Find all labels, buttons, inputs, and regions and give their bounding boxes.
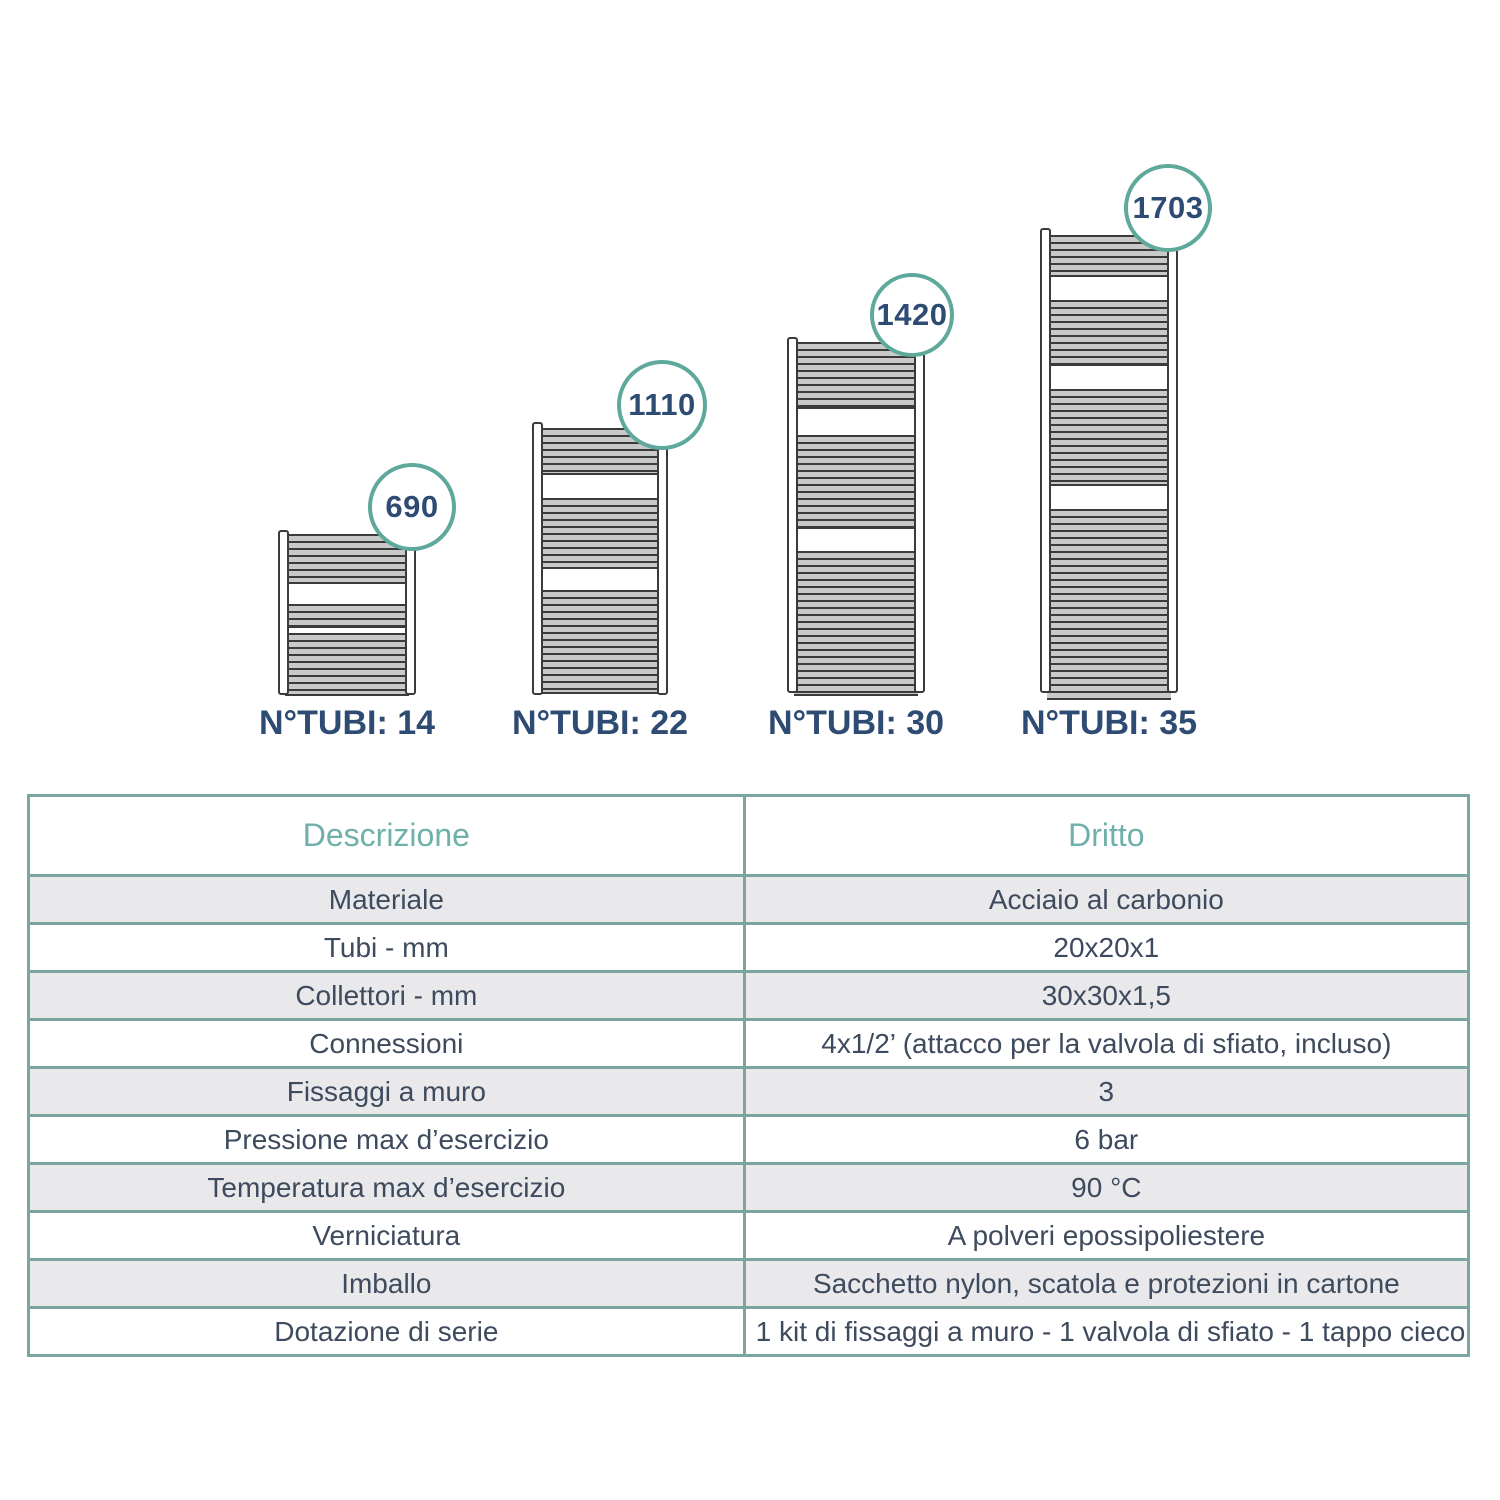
spec-row-dotazione: Dotazione di serie 1 kit di fissaggi a m…: [27, 1306, 1471, 1357]
tube-gap: [794, 409, 918, 435]
spec-label-cell: Tubi - mm: [27, 922, 746, 973]
spec-label-cell: Materiale: [27, 874, 746, 925]
radiator-tubes: [539, 428, 661, 694]
height-value: 690: [385, 489, 439, 524]
spec-header-descrizione: Descrizione: [27, 794, 746, 877]
radiator-left-rail: [532, 422, 543, 695]
spec-row-materiale: Materiale Acciaio al carbonio: [27, 874, 1471, 925]
radiator-tubes: [285, 534, 409, 696]
tube-group: [794, 435, 918, 529]
spec-row-verniciatura: Verniciatura A polveri epossipoliestere: [27, 1210, 1471, 1261]
spec-header-row: Descrizione Dritto: [27, 794, 1471, 877]
spec-value-cell: 4x1/2’ (attacco per la valvola di sfiato…: [742, 1018, 1471, 1069]
spec-label-cell: Verniciatura: [27, 1210, 746, 1261]
tubi-count-label: N°TUBI: 22: [511, 704, 689, 742]
spec-value-cell: 90 °C: [742, 1162, 1471, 1213]
tubi-count-label: N°TUBI: 30: [767, 704, 945, 742]
tube-group: [539, 590, 661, 694]
spec-value-cell: 6 bar: [742, 1114, 1471, 1165]
spec-label-cell: Fissaggi a muro: [27, 1066, 746, 1117]
spec-row-temperatura: Temperatura max d’esercizio 90 °C: [27, 1162, 1471, 1213]
spec-value-cell: 3: [742, 1066, 1471, 1117]
spec-value-cell: 20x20x1: [742, 922, 1471, 973]
spec-label-cell: Temperatura max d’esercizio: [27, 1162, 746, 1213]
radiator-right-rail: [1167, 228, 1178, 693]
tube-group: [1047, 389, 1171, 486]
tubi-count-label: N°TUBI: 35: [1020, 704, 1198, 742]
radiator-1110: [532, 422, 668, 695]
height-badge-1110: 1110: [617, 360, 707, 450]
spec-label-cell: Pressione max d’esercizio: [27, 1114, 746, 1165]
spec-row-tubi: Tubi - mm 20x20x1: [27, 922, 1471, 973]
radiator-right-rail: [914, 337, 925, 693]
spec-value-cell: 30x30x1,5: [742, 970, 1471, 1021]
radiator-690: [278, 530, 416, 696]
tube-group: [794, 551, 918, 696]
tube-group: [1047, 509, 1171, 700]
tube-group: [285, 604, 409, 628]
height-value: 1110: [628, 387, 696, 422]
tube-group: [1047, 300, 1171, 366]
spec-table: Descrizione Dritto Materiale Acciaio al …: [27, 794, 1471, 1357]
height-badge-1703: 1703: [1124, 164, 1212, 252]
radiator-left-rail: [1040, 228, 1051, 693]
tube-gap: [285, 628, 409, 633]
radiator-right-rail: [657, 422, 668, 695]
radiator-left-rail: [278, 530, 289, 695]
spec-label-cell: Collettori - mm: [27, 970, 746, 1021]
spec-row-imballo: Imballo Sacchetto nylon, scatola e prote…: [27, 1258, 1471, 1309]
tube-gap: [1047, 366, 1171, 389]
spec-row-collettori: Collettori - mm 30x30x1,5: [27, 970, 1471, 1021]
radiator-tubes: [1047, 235, 1171, 700]
radiator-1420: [787, 337, 925, 696]
radiator-1703: [1040, 228, 1178, 700]
spec-header-dritto: Dritto: [742, 794, 1471, 877]
radiator-tubes: [794, 342, 918, 696]
radiator-size-diagram: 690 1110 1420 1703 N°TUBI: 14 N°TUBI: 22…: [258, 164, 1212, 742]
height-value: 1420: [876, 297, 948, 332]
tubi-count-label: N°TUBI: 14: [258, 704, 436, 742]
tube-group: [539, 498, 661, 569]
tube-gap: [539, 475, 661, 498]
tube-gap: [1047, 277, 1171, 300]
height-badge-1420: 1420: [870, 273, 954, 357]
radiator-left-rail: [787, 337, 798, 693]
spec-label-cell: Dotazione di serie: [27, 1306, 746, 1357]
tube-gap: [794, 529, 918, 551]
tube-gap: [539, 569, 661, 590]
height-badge-690: 690: [368, 463, 456, 551]
spec-value-cell: A polveri epossipoliestere: [742, 1210, 1471, 1261]
spec-row-connessioni: Connessioni 4x1/2’ (attacco per la valvo…: [27, 1018, 1471, 1069]
spec-value-cell: 1 kit di fissaggi a muro - 1 valvola di …: [742, 1306, 1471, 1357]
spec-value-cell: Acciaio al carbonio: [742, 874, 1471, 925]
spec-label-cell: Imballo: [27, 1258, 746, 1309]
spec-value-cell: Sacchetto nylon, scatola e protezioni in…: [742, 1258, 1471, 1309]
tube-group: [285, 633, 409, 696]
height-value: 1703: [1132, 190, 1204, 225]
tube-gap: [285, 584, 409, 604]
spec-row-fissaggi: Fissaggi a muro 3: [27, 1066, 1471, 1117]
spec-label-cell: Connessioni: [27, 1018, 746, 1069]
spec-row-pressione: Pressione max d’esercizio 6 bar: [27, 1114, 1471, 1165]
radiator-right-rail: [405, 530, 416, 695]
tube-gap: [1047, 486, 1171, 509]
